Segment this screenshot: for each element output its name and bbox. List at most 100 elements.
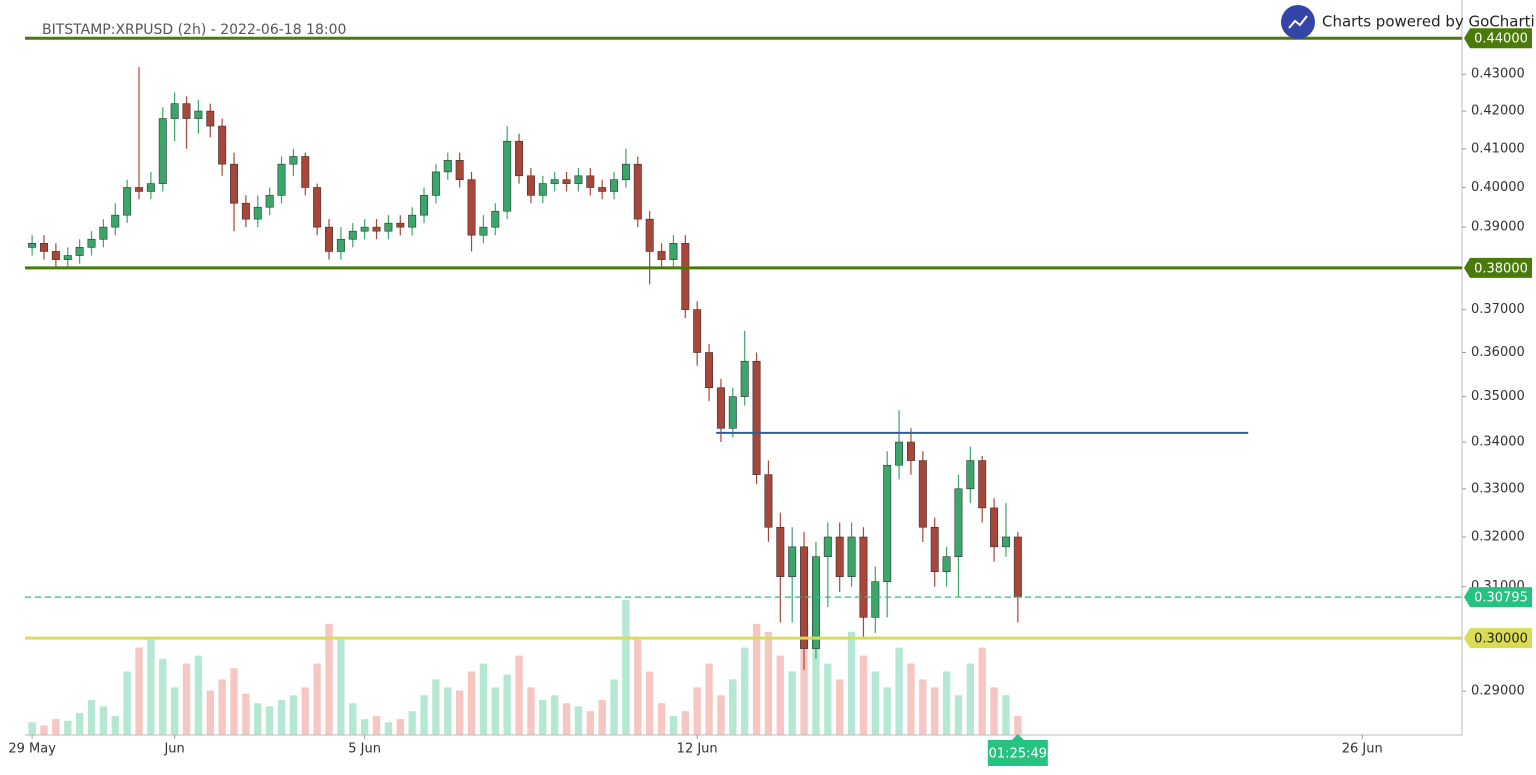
candle-body — [372, 226, 381, 232]
y-tick-label: 0.37000 — [1471, 302, 1525, 317]
volume-bar — [883, 687, 891, 735]
candle-body — [883, 464, 892, 582]
countdown: 01:25:49 — [989, 747, 1047, 762]
candle-body — [491, 210, 500, 228]
volume-bar — [360, 719, 369, 735]
volume-bar — [871, 671, 880, 735]
candle-body — [325, 226, 334, 252]
volume-bar — [313, 663, 321, 735]
candle-body — [645, 218, 654, 252]
chart-title: BITSTAMP:XRPUSD (2h) - 2022-06-18 18:00 — [42, 22, 346, 38]
candle-body — [206, 110, 215, 127]
volume-bar — [610, 679, 618, 735]
volume-bar — [265, 706, 274, 735]
candle-body — [966, 460, 975, 490]
candle-body — [633, 163, 642, 220]
candle-body — [40, 243, 48, 252]
volume-bar — [942, 671, 951, 735]
candle-body — [467, 179, 476, 236]
y-tick-label: 0.34000 — [1471, 435, 1525, 450]
volume-bar — [812, 647, 820, 735]
volume-bar — [847, 631, 856, 735]
candle-body — [728, 396, 737, 429]
volume-bar — [254, 703, 262, 735]
candle-body — [942, 556, 951, 572]
branding: Charts powered by GoCharting — [1322, 13, 1536, 31]
volume-bar — [396, 719, 404, 735]
candle-body — [408, 214, 417, 228]
candle-body — [669, 243, 678, 260]
candle-body — [621, 163, 630, 180]
x-tick-label: Jun — [163, 742, 184, 757]
volume-layer — [28, 600, 1022, 735]
level-badge — [1464, 587, 1532, 608]
volume-bar — [170, 687, 179, 735]
candle-body — [610, 179, 619, 192]
y-tick-label: 0.43000 — [1471, 67, 1525, 82]
volume-bar — [586, 711, 594, 735]
volume-bar — [717, 695, 725, 735]
volume-bar — [349, 703, 357, 735]
y-tick-label: 0.35000 — [1471, 389, 1525, 404]
volume-bar — [75, 712, 84, 735]
level-badge — [1464, 628, 1532, 649]
candle-body — [716, 387, 725, 429]
candle-body — [111, 214, 120, 228]
volume-bar — [729, 679, 737, 735]
volume-bar — [28, 722, 36, 735]
candle-body — [657, 251, 666, 260]
volume-bar — [301, 687, 309, 735]
candle-body — [218, 125, 227, 165]
volume-bar — [1002, 695, 1010, 735]
y-tick-label: 0.41000 — [1471, 141, 1525, 156]
candle-body — [431, 171, 440, 196]
volume-bar — [574, 706, 583, 735]
candle-body — [990, 507, 999, 548]
candle-body — [241, 202, 250, 220]
volume-bar — [420, 695, 428, 735]
volume-bar — [408, 711, 416, 735]
volume-bar — [859, 655, 868, 735]
y-tick-label: 0.40000 — [1471, 180, 1525, 195]
y-tick-label: 0.33000 — [1471, 481, 1525, 496]
level-label: 0.30000 — [1474, 632, 1528, 647]
candle-layer — [28, 66, 1022, 670]
candle-body — [788, 546, 797, 577]
y-tick-label: 0.32000 — [1471, 530, 1525, 545]
volume-bar — [64, 720, 72, 735]
volume-bar — [384, 722, 393, 735]
volume-bar — [182, 663, 191, 735]
volume-bar — [444, 687, 452, 735]
candle-body — [384, 222, 393, 232]
volume-bar — [455, 690, 464, 735]
candle-body — [811, 556, 820, 649]
candle-body — [871, 581, 880, 618]
volume-bar — [325, 623, 333, 735]
volume-bar — [1014, 715, 1022, 735]
candle-body — [906, 441, 915, 461]
volume-bar — [931, 687, 939, 735]
candle-body — [503, 140, 512, 212]
candle-body — [123, 187, 132, 216]
volume-bar — [562, 703, 571, 735]
volume-bar — [681, 711, 689, 735]
volume-bar — [289, 695, 298, 735]
candle-body — [776, 526, 785, 577]
candle-body — [895, 441, 904, 466]
volume-bar — [800, 639, 808, 735]
countdown-badge — [987, 734, 1048, 766]
candle-body — [479, 226, 488, 236]
candle-body — [146, 183, 155, 192]
volume-bar — [515, 655, 523, 735]
candle-body — [443, 160, 452, 173]
volume-bar — [669, 715, 678, 735]
candle-body — [301, 156, 310, 188]
volume-bar — [337, 639, 345, 735]
volume-bar — [147, 639, 155, 735]
candle-body — [930, 526, 939, 572]
volume-bar — [966, 663, 975, 735]
candle-body — [170, 103, 179, 119]
y-tick-label: 0.29000 — [1471, 684, 1525, 699]
candle-body — [289, 156, 298, 165]
